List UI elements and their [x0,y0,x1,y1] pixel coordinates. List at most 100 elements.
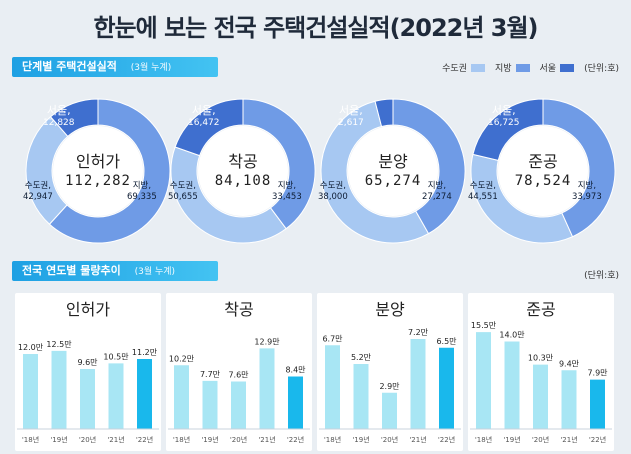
donut-label-jibang-label: 지방, [277,181,297,191]
bar-category-label: '18년 [173,435,190,444]
bar-category-label: '21년 [258,435,275,444]
bar-panel-title: 인허가 [65,300,111,319]
bar-value-label: 7.7만 [200,370,221,379]
donut-slice-sudogwon [170,146,287,244]
bar-category-label: '20년 [79,435,96,444]
donut-svg-2 [320,98,466,244]
bar-value-label: 11.2만 [132,348,158,357]
donut-hole [498,126,588,216]
donut-hole [198,126,288,216]
donut-label-jibang-value: 33,973 [572,192,602,202]
donut-label-jibang-label: 지방, [132,181,152,191]
bar [137,359,152,429]
donut-label-sudogwon-value: 42,947 [23,192,53,202]
bar-category-label: '22년 [136,435,153,444]
bar-category-label: '21년 [107,435,124,444]
bar-category-label: '21년 [409,435,426,444]
donut-label-seoul: 서울, 2,617 [338,104,364,130]
bar [108,363,124,429]
donut-center-total: 78,524 [514,173,572,189]
bar [174,365,189,429]
donut-slice-jibang [242,98,316,230]
bar-value-label: 7.9만 [587,369,608,378]
donut-center-name: 분양 [378,152,408,171]
bar-value-label: 10.2만 [169,354,195,363]
donut-label-sudogwon-value: 38,000 [318,192,348,202]
bar-panel-title: 분양 [375,300,405,319]
donut-label-jibang: 지방, 33,453 [272,181,302,203]
unit-label-1: (단위:호) [584,64,619,74]
bar-category-label: '18년 [475,435,492,444]
donut-center-name: 착공 [228,152,258,171]
donut-label-seoul-value: 16,725 [488,118,520,128]
donut-svg-1 [170,98,316,244]
donut-chart-0: 인허가 112,282 수도권, 42,947 지방, 69,335 서울, 12,828 [23,98,171,244]
donut-center-name: 인허가 [75,152,121,171]
bar [80,369,95,429]
bar [504,341,520,429]
donut-label-jibang: 지방, 27,274 [422,181,452,203]
donut-label-sudogwon: 수도권, 38,000 [318,181,348,203]
donut-center-total: 112,282 [64,173,131,189]
donut-label-seoul-value: 12,828 [43,118,75,128]
section-donut-sub: (3월 누계) [130,63,172,73]
bar-category-label: '20년 [230,435,247,444]
bar [51,350,67,429]
legend-label-1: 지방 [494,64,512,74]
donut-label-seoul-label: 서울, [339,104,363,117]
bar-svg-2: 6.7만 '18년 5.2만 '19년 2.9만 '20년 7.2만 '21년 6.5만 '22년 [319,328,461,444]
legend-swatch-2 [560,63,575,72]
bar-category-label: '22년 [589,435,606,444]
donut-label-jibang-label: 지방, [427,181,447,191]
bar [382,392,397,429]
donut-label-jibang-label: 지방, [577,181,597,191]
donut-center-total: 84,108 [214,173,272,189]
bar-category-label: '20년 [381,435,398,444]
legend-label-2: 서울 [539,64,557,74]
bar [288,376,303,429]
donut-label-seoul-label: 서울, [491,104,516,117]
page-title: 한눈에 보는 전국 주택건설실적(2022년 3월) [93,14,538,42]
section-bar-label: 전국 연도별 물량추이 (3월 누계) [12,261,218,281]
donut-slice-jibang [392,98,466,235]
bar-value-label: 8.4만 [285,366,306,375]
bar [231,381,246,429]
donut-label-seoul-value: 16,472 [188,118,220,128]
donut-label-sudogwon-value: 44,551 [468,192,498,202]
bar [202,380,218,429]
bar [561,370,577,429]
bar-category-label: '19년 [352,435,369,444]
bar-panel-title: 준공 [526,300,556,319]
section-donut-label: 단계별 주택건설실적 (3월 누계) [12,57,218,77]
donut-label-sudogwon-label: 수도권, [24,181,51,191]
bar-value-label: 6.7만 [322,334,343,343]
bar-category-label: '21년 [560,435,577,444]
donut-label-sudogwon: 수도권, 44,551 [468,181,498,203]
donut-chart-2: 분양 65,274 수도권, 38,000 지방, 27,274 서울, 2,617 [318,98,466,244]
donut-svg-3 [470,98,616,244]
donut-center-total: 65,274 [364,173,422,189]
bar [23,354,38,429]
bar-panel-3: 15.5만 '18년 14.0만 '19년 10.3만 '20년 9.4만 '21년 7.9만 '… [468,293,614,451]
bar [325,345,340,429]
legend-label-0: 수도권 [442,64,467,74]
bar-value-label: 7.6만 [228,371,249,380]
donut-label-seoul: 서울, 16,472 [188,104,220,130]
bar-category-label: '19년 [503,435,520,444]
bar-category-label: '19년 [50,435,67,444]
legend: 수도권 지방 서울 (단위:호) [442,61,619,74]
bar-value-label: 7.2만 [408,328,429,337]
bar-svg-1: 10.2만 '18년 7.7만 '19년 7.6만 '20년 12.9만 '21년 8.4만 '2… [168,337,310,444]
bar-panel-0: 12.0만 '18년 12.5만 '19년 9.6만 '20년 10.5만 '21년 11.2만… [15,293,161,451]
donut-svg-0 [25,98,171,244]
legend-swatch-1 [515,63,530,72]
donut-label-jibang-value: 27,274 [422,192,452,202]
legend-swatch-0 [470,63,485,72]
donut-center-name: 준공 [528,152,558,171]
bar-value-label: 9.4만 [559,359,580,368]
bar [410,339,426,429]
donut-label-seoul-label: 서울, [191,104,216,117]
donut-slice-jibang [542,98,616,238]
bar [533,364,548,429]
bar-value-label: 12.0만 [18,343,44,352]
